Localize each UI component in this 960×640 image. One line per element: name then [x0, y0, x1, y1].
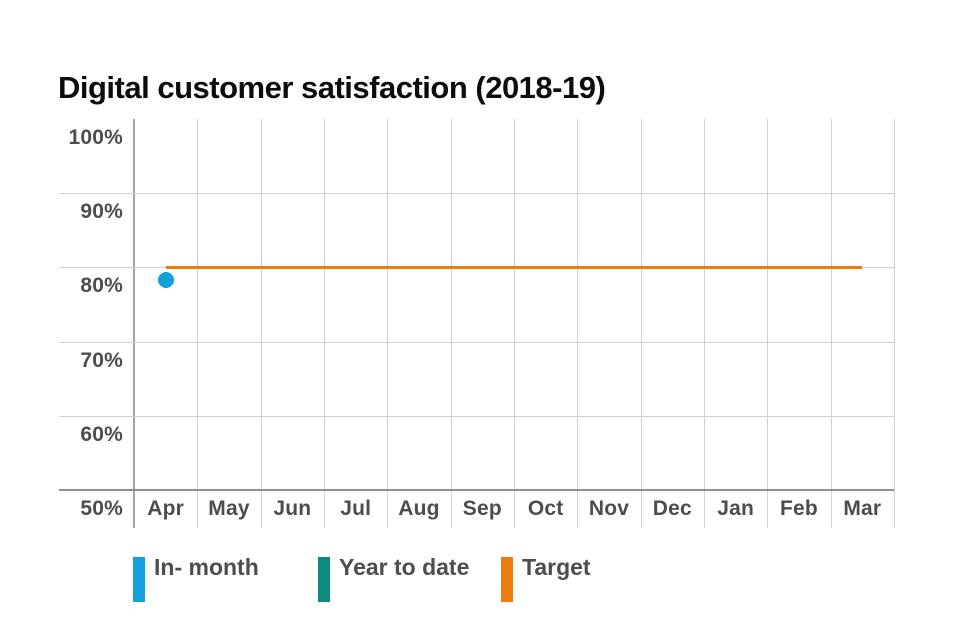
- legend-label: Target: [522, 554, 591, 580]
- horizontal-gridline: [59, 193, 894, 194]
- vertical-gridline: [260, 119, 262, 528]
- x-axis-month-label: Nov: [588, 497, 630, 520]
- y-axis-tick-label: 70%: [80, 349, 123, 372]
- vertical-gridline: [450, 119, 452, 528]
- x-axis-line: [59, 489, 894, 491]
- x-axis-month-label: Sep: [462, 497, 502, 520]
- vertical-gridline: [324, 119, 325, 528]
- legend-label: Year to date: [339, 554, 470, 580]
- x-axis-month-label: Feb: [780, 497, 818, 520]
- legend-item: In- month: [133, 554, 259, 602]
- x-axis-month-label: Dec: [652, 497, 692, 520]
- horizontal-gridline: [59, 342, 894, 343]
- vertical-gridline: [767, 119, 769, 528]
- x-axis-month-label: May: [208, 497, 250, 520]
- x-axis-month-label: Mar: [843, 497, 882, 520]
- y-axis-tick-label: 100%: [68, 126, 123, 149]
- x-axis-month-label: Aug: [398, 497, 440, 520]
- vertical-gridline: [894, 119, 895, 528]
- vertical-gridline: [197, 119, 199, 528]
- target-line-series: [165, 266, 863, 269]
- vertical-gridline: [387, 119, 389, 528]
- y-axis-tick-label: 80%: [80, 274, 123, 297]
- vertical-gridline: [514, 119, 515, 528]
- legend-swatch-icon: [501, 557, 513, 602]
- horizontal-gridline: [59, 416, 894, 417]
- legend-swatch-icon: [133, 557, 145, 602]
- y-axis-tick-label: 50%: [80, 497, 123, 520]
- y-axis-line: [133, 119, 135, 528]
- in-month-data-point: [157, 272, 174, 288]
- vertical-gridline: [577, 119, 579, 528]
- legend-label: In- month: [154, 554, 259, 580]
- x-axis-month-label: Apr: [147, 497, 185, 520]
- x-axis-month-label: Jan: [717, 497, 755, 520]
- chart-title: Digital customer satisfaction (2018-19): [58, 69, 606, 105]
- legend-item: Target: [501, 554, 591, 602]
- vertical-gridline: [830, 119, 832, 528]
- x-axis-month-label: Jun: [273, 497, 312, 520]
- x-axis-month-label: Oct: [527, 497, 564, 520]
- x-axis-month-label: Jul: [340, 497, 372, 520]
- vertical-gridline: [640, 119, 642, 528]
- vertical-gridline: [704, 119, 705, 528]
- legend-swatch-icon: [318, 557, 330, 602]
- y-axis-tick-label: 60%: [80, 423, 123, 446]
- y-axis-tick-label: 90%: [80, 200, 123, 223]
- legend-item: Year to date: [318, 554, 470, 602]
